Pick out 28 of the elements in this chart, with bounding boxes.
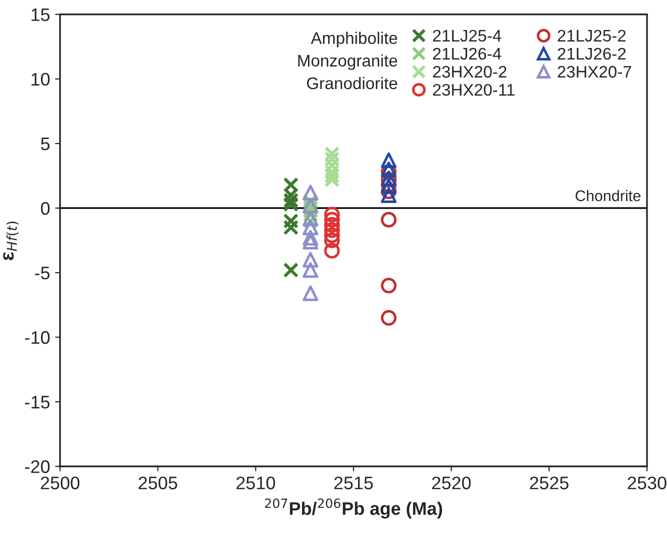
legend-label: 21LJ25-4 xyxy=(433,30,502,42)
y-tick-label: -20 xyxy=(25,460,50,474)
y-tick-label: 15 xyxy=(32,8,50,22)
x-tick-label: 2525 xyxy=(530,476,568,490)
x-tick-label: 2500 xyxy=(40,476,80,490)
y-tick-label: 10 xyxy=(32,72,50,86)
y-tick-label: 0 xyxy=(40,202,50,215)
legend-label: 23HX20-2 xyxy=(433,66,506,78)
y-tick-label: -15 xyxy=(25,396,50,409)
legend-label: 23HX20-7 xyxy=(558,66,632,78)
annotation: Granodiorite xyxy=(307,76,398,90)
y-tick-label: 5 xyxy=(40,138,50,150)
legend-label: 21LJ26-2 xyxy=(558,48,626,60)
annotation: Monzogranite xyxy=(298,54,398,70)
y-axis-title: ε$_{Hf(t)}$ xyxy=(3,222,19,260)
legend-label: 21LJ26-4 xyxy=(433,48,502,60)
legend-label: 23HX20-11 xyxy=(433,84,514,96)
x-tick-label: 2510 xyxy=(236,476,276,490)
ref-line-label: Chondrite xyxy=(576,190,640,202)
annotation: Amphibolite xyxy=(310,32,398,48)
x-axis-title: $^{207}$Pb/$^{206}$Pb age (Ma) xyxy=(265,498,442,519)
legend-label: 21LJ25-2 xyxy=(558,30,626,42)
y-tick-label: -10 xyxy=(25,331,50,344)
y-tick-label: -5 xyxy=(35,266,50,280)
x-tick-label: 2515 xyxy=(334,476,373,490)
x-tick-label: 2520 xyxy=(432,476,471,490)
x-tick-label: 2530 xyxy=(628,476,666,490)
x-tick-label: 2505 xyxy=(138,476,178,490)
